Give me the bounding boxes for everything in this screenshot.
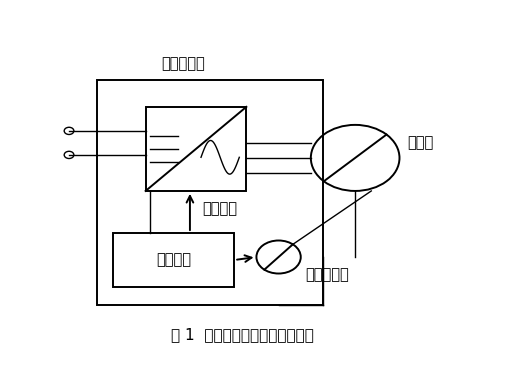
Text: 直流电源: 直流电源 [202, 202, 237, 216]
Bar [146, 107, 246, 191]
Bar [97, 80, 323, 305]
Text: 电子换向器: 电子换向器 [161, 56, 205, 71]
Text: 控制电路: 控制电路 [157, 252, 191, 268]
Text: 图 1  无刷直流电机控制系统框图: 图 1 无刷直流电机控制系统框图 [171, 328, 314, 342]
Bar [113, 233, 234, 287]
Text: 位置传感器: 位置传感器 [305, 268, 348, 282]
Text: 电动机: 电动机 [408, 135, 434, 151]
